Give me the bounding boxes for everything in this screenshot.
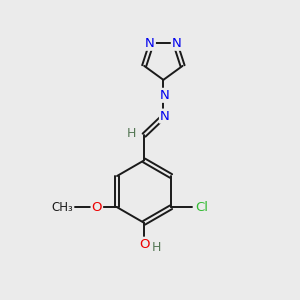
Text: N: N <box>160 89 170 102</box>
Text: CH₃: CH₃ <box>51 201 73 214</box>
Text: O: O <box>92 201 102 214</box>
Text: H: H <box>152 241 161 254</box>
Text: Cl: Cl <box>196 201 208 214</box>
Text: H: H <box>127 127 136 140</box>
Text: O: O <box>139 238 149 251</box>
Text: N: N <box>145 37 155 50</box>
Text: N: N <box>172 37 182 50</box>
Text: N: N <box>160 110 170 123</box>
